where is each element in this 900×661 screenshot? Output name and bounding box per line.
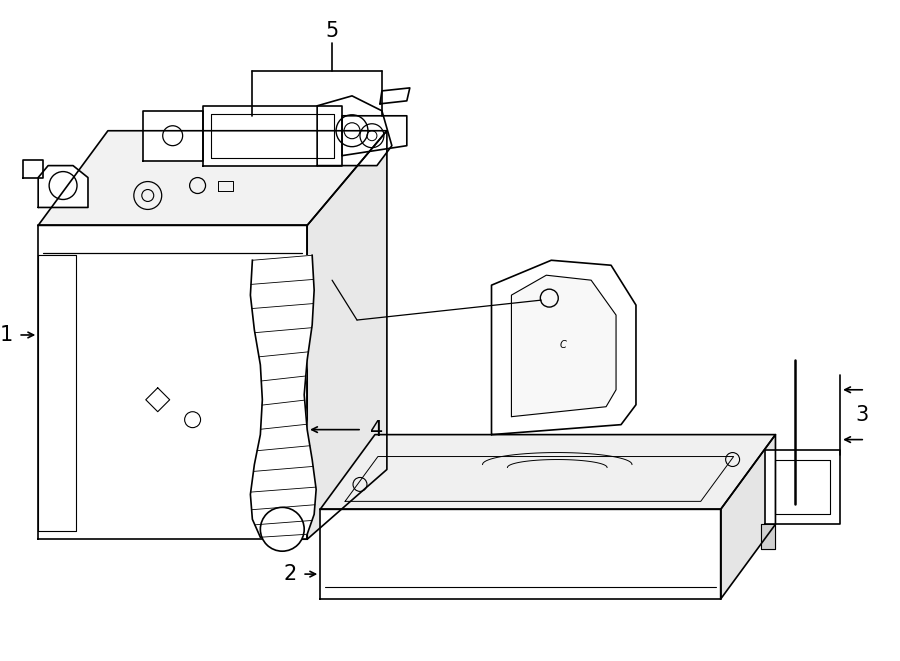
Polygon shape <box>342 116 407 155</box>
Polygon shape <box>320 435 776 510</box>
Text: 5: 5 <box>326 21 338 41</box>
Polygon shape <box>320 510 721 599</box>
Polygon shape <box>317 96 392 166</box>
Polygon shape <box>721 435 776 599</box>
Polygon shape <box>202 106 342 166</box>
Text: 1: 1 <box>0 325 14 345</box>
Polygon shape <box>23 159 43 178</box>
Polygon shape <box>143 111 202 161</box>
Circle shape <box>260 508 304 551</box>
Text: 2: 2 <box>284 564 297 584</box>
Polygon shape <box>511 275 616 416</box>
Text: 3: 3 <box>855 405 868 424</box>
Polygon shape <box>250 255 316 537</box>
Polygon shape <box>38 225 307 539</box>
Polygon shape <box>307 131 387 539</box>
Polygon shape <box>766 449 841 524</box>
Text: 4: 4 <box>370 420 383 440</box>
Polygon shape <box>760 524 776 549</box>
Polygon shape <box>38 131 387 225</box>
Polygon shape <box>38 166 88 208</box>
Polygon shape <box>380 88 410 104</box>
Polygon shape <box>491 260 636 435</box>
Text: C: C <box>560 340 567 350</box>
